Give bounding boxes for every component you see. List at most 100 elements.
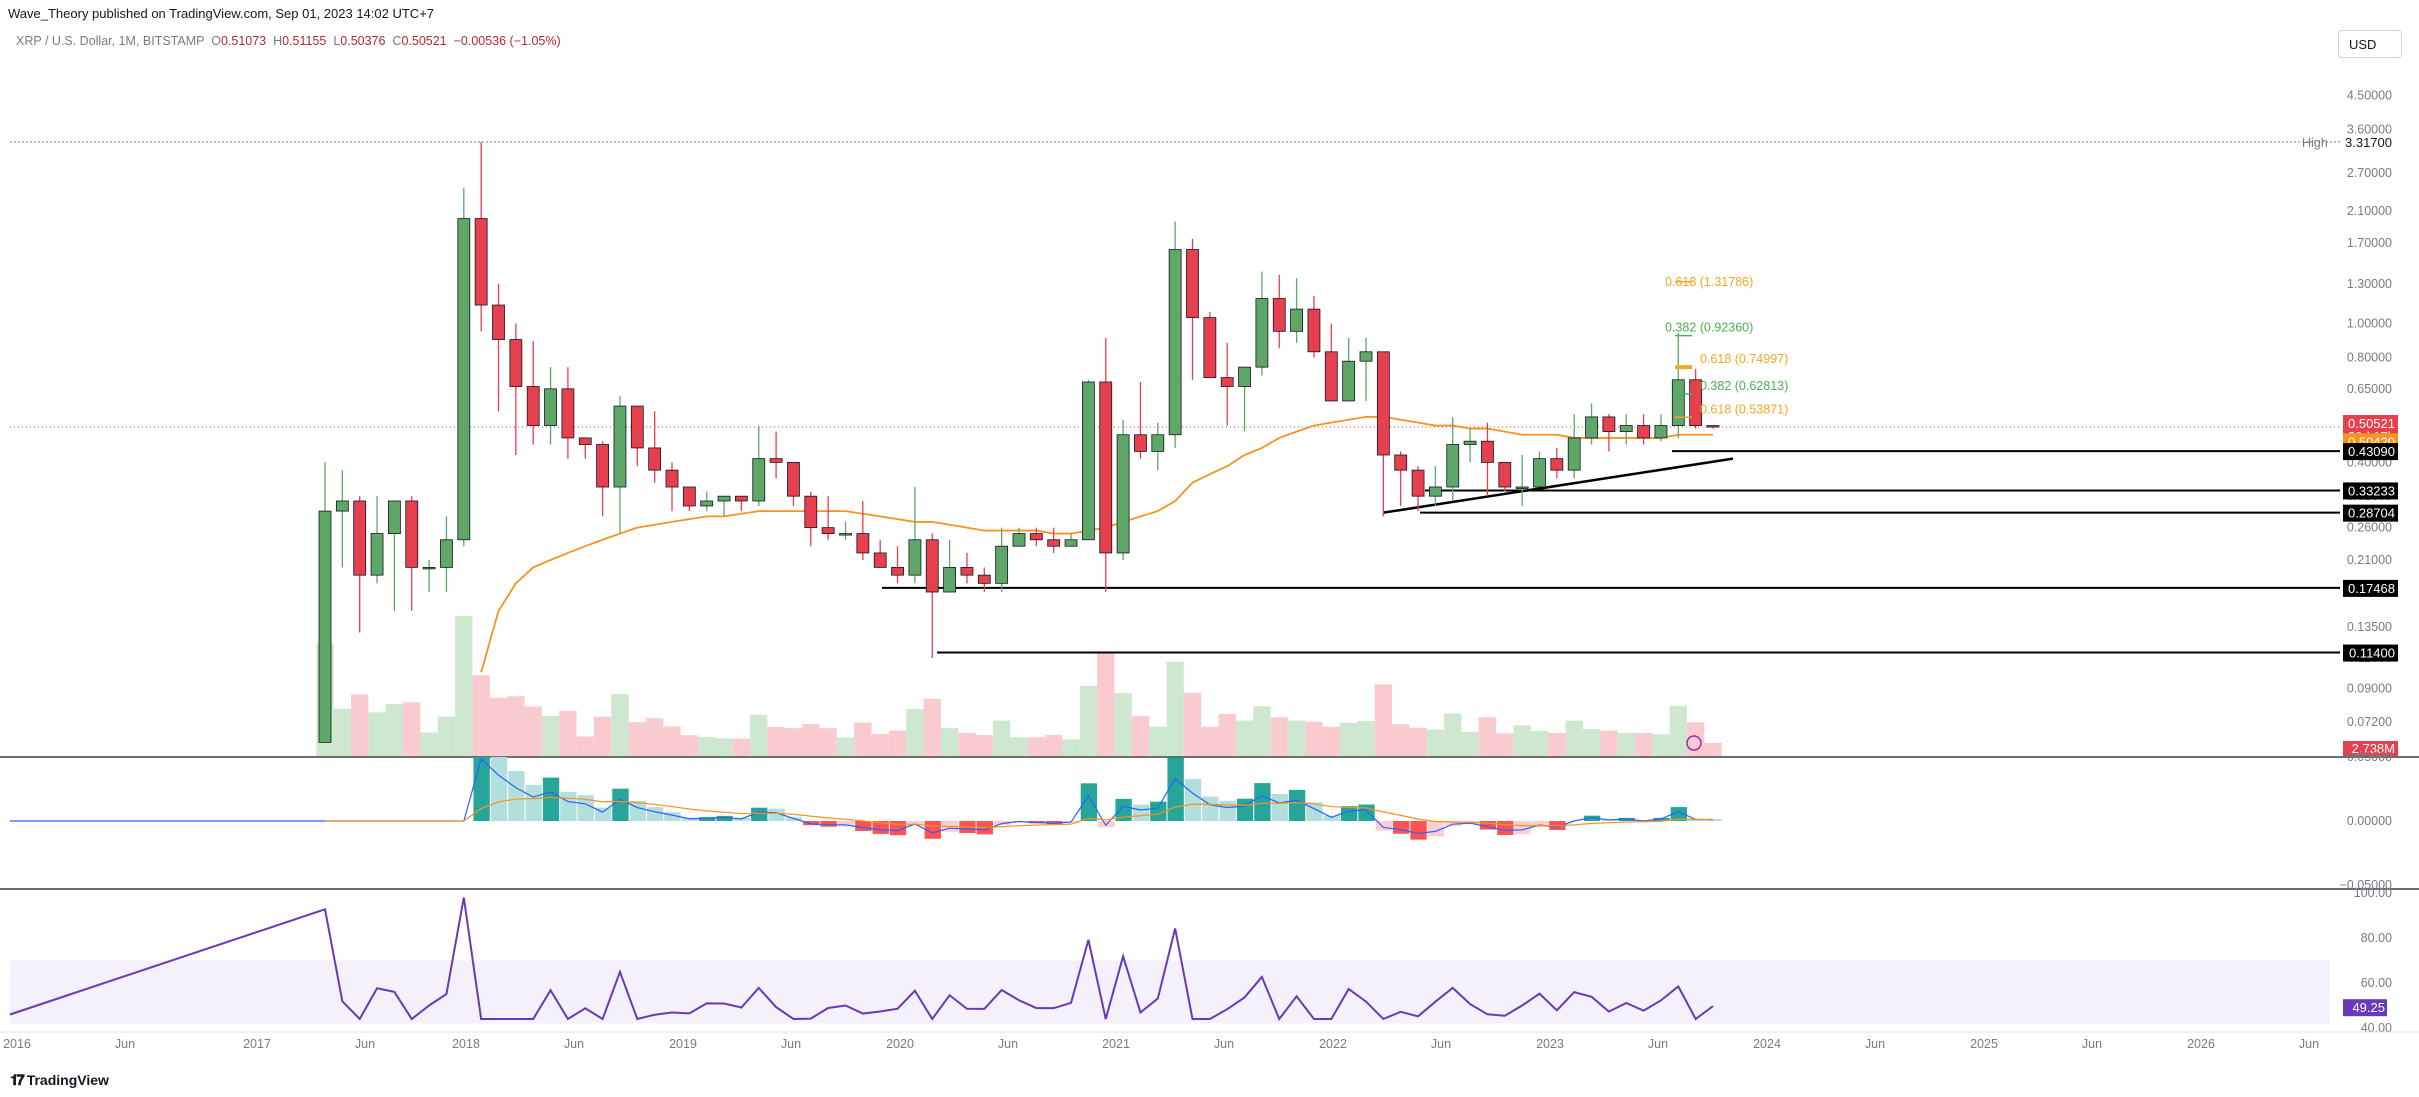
close-label: C [392,34,402,48]
volume-bar [715,738,733,756]
currency-button[interactable]: USD [2338,30,2402,58]
volume-bar [1669,705,1687,756]
volume-bar [1270,717,1288,756]
trendline [1383,457,1734,514]
macd-bar [1583,815,1601,821]
candle-body [1446,444,1460,488]
volume-bar [1513,725,1531,756]
candle-body [856,533,870,554]
macd-bar [542,777,560,821]
candle-body [1463,440,1477,445]
volume-bar [1686,722,1705,756]
volume-bar [1530,731,1549,756]
candle-body [1203,317,1217,378]
volume-bar [1357,721,1375,756]
candle-body [1220,377,1234,387]
symbol-legend: XRP / U.S. Dollar, 1M, BITSTAMP O0.51073… [16,34,561,48]
volume-bar [385,704,404,756]
macd-bar [508,771,525,821]
volume-bar [1235,720,1254,756]
volume-bar [663,726,681,756]
x-axis-tick: 2017 [243,1037,271,1051]
volume-bar [819,728,837,756]
volume-bar [489,697,508,756]
candle-body [648,447,662,471]
x-axis-tick: 2019 [669,1037,697,1051]
volume-bar [1409,727,1427,756]
price-tag-value: 0.17468 [2348,581,2395,596]
candle-body [977,574,991,584]
macd-signal-line [325,796,1714,829]
macd-bar [664,812,681,821]
candle-body [1064,539,1078,547]
macd-bar [1670,807,1687,821]
price-axis-tick: 0.80000 [2347,350,2392,364]
macd-bar [1653,817,1670,821]
candle-body [873,552,887,568]
candle-body [422,566,436,570]
candle-body [1637,425,1650,439]
x-axis-tick: Jun [1865,1037,1885,1051]
candle-body [1429,486,1442,497]
macd-bar [473,757,490,821]
macd-bar [751,807,768,821]
x-axis-tick: Jun [781,1037,801,1051]
candle-body [717,495,731,502]
volume-bar [680,735,699,756]
candle-body [1689,379,1703,426]
volume-bar [1617,732,1635,756]
price-axis-tick: 0.13500 [2347,620,2392,634]
macd-bar [525,785,542,821]
candle-body [891,566,904,576]
volume-bar [784,728,803,756]
macd-bar [872,821,889,834]
volume-bar [1634,732,1653,756]
fib-label: 0.382 (0.62813) [1700,379,1788,393]
volume-bar [940,728,959,756]
macd-bar [1150,801,1167,821]
macd-bar [1115,798,1132,821]
volume-bar [1704,742,1722,756]
candle-body [1029,533,1043,541]
volume-bar [1305,721,1323,756]
macd-bar [855,821,872,831]
price-axis-tick: 0.65000 [2347,382,2392,396]
candle-body [1533,458,1546,488]
candle-body [1654,425,1668,439]
x-axis-tick: Jun [2299,1037,2319,1051]
volume-tag-value: 2.738M [2352,741,2395,756]
volume-bar [992,720,1011,756]
volume-bar [1652,734,1670,756]
macd-bar [1184,779,1202,821]
volume-bar [403,702,421,756]
macd-bar [1375,821,1393,831]
macd-axis-tick: 0.05000 [2347,750,2392,764]
x-axis-tick: Jun [564,1037,584,1051]
volume-bar [1444,713,1462,756]
macd-bar [1514,821,1531,835]
candle-body [1498,461,1512,488]
price-tag-value: 0.43090 [2348,444,2395,459]
candle-body [1255,298,1269,368]
price-axis-tick: 0.09000 [2347,681,2392,695]
volume-bar [1149,726,1167,756]
candle-body [1671,379,1685,426]
candle-body [752,458,766,502]
price-tag-value: 0.11400 [2349,646,2395,661]
candle-body [908,539,922,576]
candle-body [1116,434,1130,554]
candle-body [1359,351,1373,362]
rsi-axis-tick: 100.00 [2354,886,2392,900]
candle-body [787,461,800,497]
macd-bar [837,821,855,827]
candle-body [1481,440,1494,463]
rsi-tag-value: 49.25 [2352,1000,2385,1015]
tradingview-logo[interactable]: 𝟏𝟕 TradingView [10,1072,109,1089]
macd-bar [1410,821,1427,840]
candle-body [457,218,471,541]
high-label: High [2302,136,2328,150]
candle-body [440,539,453,568]
tradingview-logo-icon: 𝟏𝟕 [10,1072,25,1089]
candle-body [1394,454,1408,471]
